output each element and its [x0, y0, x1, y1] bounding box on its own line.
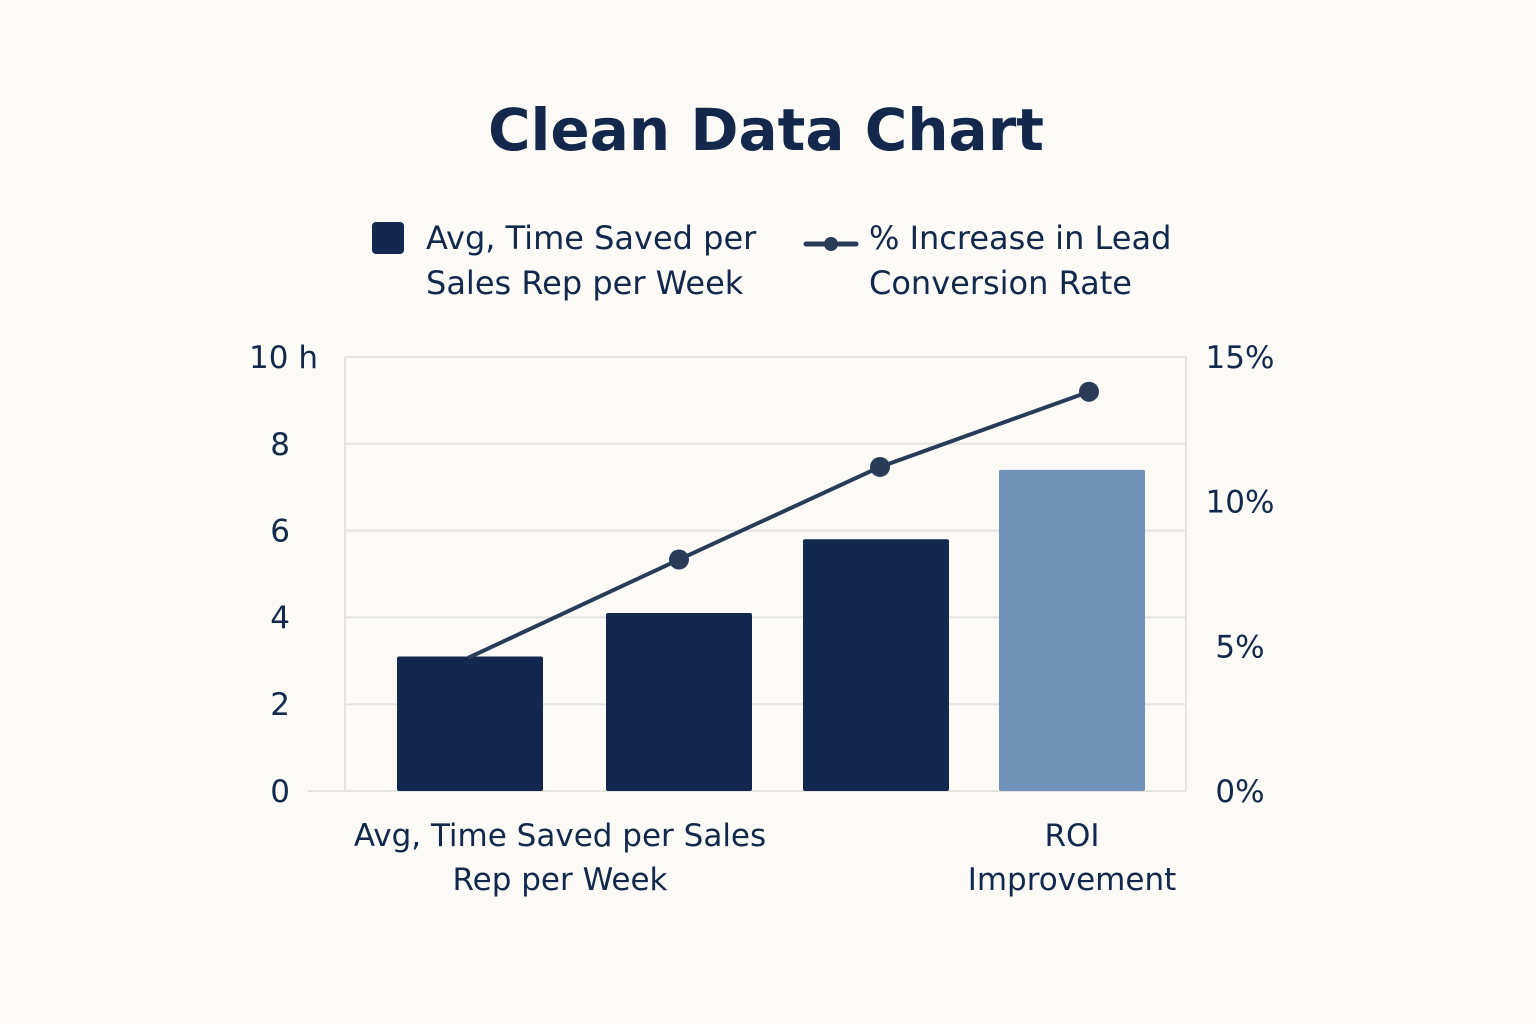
bar-4	[999, 469, 1145, 791]
y-left-tick-label: 2	[270, 687, 290, 723]
y-left-tick-label: 8	[270, 427, 290, 463]
y-left-tick-label: 4	[270, 600, 290, 636]
x-category-label-4: ROI	[1044, 818, 1099, 854]
y-right-tick-label: 5%	[1215, 629, 1264, 665]
line-point-4	[1079, 381, 1099, 402]
line-point-2	[669, 549, 689, 570]
y-left-tick-label: 0	[270, 774, 290, 810]
legend: Avg, Time Saved per Sales Rep per Week % I…	[372, 219, 1171, 302]
legend-label-2-line-1: % Increase in Lead	[869, 219, 1171, 257]
x-category-label-1: Rep per Week	[452, 862, 667, 898]
y-right-tick-label: 0%	[1215, 774, 1264, 810]
y-axis-left: 0 2 4 6 8 10 h	[249, 340, 318, 810]
y-right-tick-label: 15%	[1206, 340, 1275, 376]
legend-label-1-line-2: Sales Rep per Week	[426, 264, 744, 302]
y-left-tick-label: 6	[270, 514, 290, 550]
bar-3	[803, 539, 949, 791]
bar-2	[606, 613, 752, 791]
x-axis-categories: Avg, Time Saved per Sales Rep per Week ROI…	[354, 818, 1176, 898]
y-right-tick-label: 10%	[1206, 485, 1275, 521]
line-series	[467, 381, 1099, 660]
legend-label-2-line-2: Conversion Rate	[869, 264, 1132, 302]
x-category-label-4: Improvement	[968, 862, 1177, 898]
y-axis-right: 0% 5% 10% 15%	[1206, 340, 1275, 810]
bars	[397, 469, 1145, 791]
legend-bar-swatch	[372, 222, 404, 254]
bar-1	[397, 656, 543, 791]
legend-line-marker	[824, 237, 838, 251]
series-line	[467, 389, 1090, 660]
y-left-tick-label: 10 h	[249, 340, 318, 376]
chart-title: Clean Data Chart	[488, 96, 1044, 164]
line-point-3	[870, 456, 890, 477]
x-category-label-1: Avg, Time Saved per Sales	[354, 818, 766, 854]
legend-label-1-line-1: Avg, Time Saved per	[426, 219, 757, 257]
